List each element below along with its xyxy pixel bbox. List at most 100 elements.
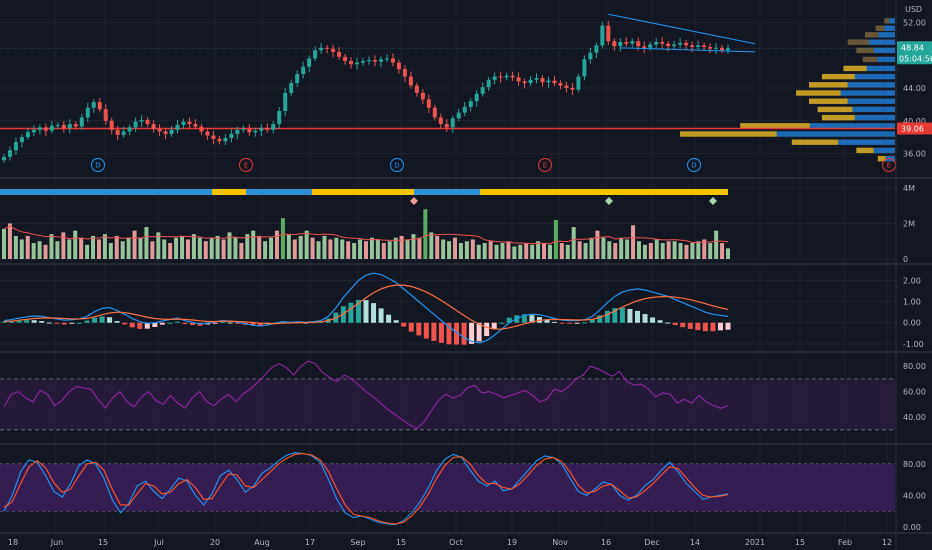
candle-body-64[interactable] <box>384 58 389 60</box>
volume-bar-80[interactable] <box>476 244 481 259</box>
macd-histogram-bar-15[interactable] <box>114 321 120 323</box>
volume-bar-7[interactable] <box>43 244 48 259</box>
volume-bar-111[interactable] <box>660 243 665 259</box>
volume-bar-102[interactable] <box>607 241 612 259</box>
volume-bar-54[interactable] <box>322 235 327 259</box>
volume-bar-38[interactable] <box>227 232 232 259</box>
candle-body-47[interactable] <box>283 92 288 111</box>
macd-histogram-bar-11[interactable] <box>84 320 90 323</box>
macd-histogram-bar-51[interactable] <box>386 314 392 323</box>
candle-body-14[interactable] <box>85 107 90 118</box>
volume-bar-47[interactable] <box>280 218 285 259</box>
volume-bar-18[interactable] <box>108 243 113 259</box>
trendline-upper[interactable] <box>608 13 756 45</box>
volume-bar-32[interactable] <box>191 234 196 259</box>
volume-bar-75[interactable] <box>447 241 452 259</box>
macd-histogram-bar-57[interactable] <box>431 322 437 341</box>
macd-histogram-bar-67[interactable] <box>506 317 512 323</box>
volume-bar-76[interactable] <box>453 237 458 259</box>
volume-bar-29[interactable] <box>174 237 179 259</box>
volume-bar-42[interactable] <box>251 230 256 259</box>
candle-body-26[interactable] <box>157 129 162 132</box>
volume-bar-5[interactable] <box>31 243 36 259</box>
volume-bar-77[interactable] <box>458 243 463 259</box>
candle-body-58[interactable] <box>349 60 354 65</box>
candle-body-37[interactable] <box>223 138 228 142</box>
volume-bar-53[interactable] <box>316 241 321 259</box>
volume-bar-100[interactable] <box>595 230 600 259</box>
macd-histogram-bar-91[interactable] <box>687 322 693 329</box>
volume-signal-diamond-0[interactable] <box>410 197 418 205</box>
candle-body-16[interactable] <box>97 101 102 110</box>
candle-body-94[interactable] <box>564 85 569 88</box>
candle-body-35[interactable] <box>211 135 216 139</box>
macd-histogram-bar-48[interactable] <box>363 300 369 323</box>
candle-body-52[interactable] <box>313 50 318 59</box>
macd-histogram-bar-60[interactable] <box>454 322 459 345</box>
macd-histogram-bar-58[interactable] <box>438 322 444 343</box>
volume-bar-57[interactable] <box>340 239 345 259</box>
macd-histogram-bar-10[interactable] <box>76 322 82 324</box>
candle-body-73[interactable] <box>438 117 443 125</box>
macd-histogram-bar-89[interactable] <box>672 322 678 326</box>
candle-body-114[interactable] <box>684 42 689 46</box>
volume-bar-109[interactable] <box>648 243 653 259</box>
candle-body-89[interactable] <box>534 78 539 80</box>
macd-histogram-bar-55[interactable] <box>416 322 422 336</box>
candle-body-1[interactable] <box>7 150 12 157</box>
candle-body-45[interactable] <box>271 124 276 130</box>
candle-body-119[interactable] <box>714 47 719 49</box>
volume-bar-98[interactable] <box>583 243 588 259</box>
macd-histogram-bar-16[interactable] <box>122 322 128 325</box>
volume-bar-51[interactable] <box>304 230 309 259</box>
macd-histogram-bar-83[interactable] <box>627 309 633 323</box>
candle-body-6[interactable] <box>37 127 42 130</box>
dividend-marker-0[interactable] <box>91 158 105 172</box>
candle-body-5[interactable] <box>31 129 36 133</box>
candle-body-17[interactable] <box>103 109 108 121</box>
candle-body-79[interactable] <box>474 93 479 102</box>
volume-bar-12[interactable] <box>73 230 78 259</box>
volume-bar-33[interactable] <box>197 237 202 259</box>
candle-body-50[interactable] <box>301 66 306 75</box>
candle-body-88[interactable] <box>528 79 533 84</box>
price-scale[interactable]: 52.00 44.00 40.00 36.00 4M 2M 0 2.00 1.00 0.00 -1.… <box>897 18 932 532</box>
candle-body-91[interactable] <box>546 80 551 83</box>
volume-bar-88[interactable] <box>524 243 529 259</box>
candle-body-24[interactable] <box>145 119 150 125</box>
candle-body-81[interactable] <box>486 79 491 88</box>
volume-bar-93[interactable] <box>553 219 558 259</box>
candle-body-3[interactable] <box>19 137 24 143</box>
volume-bar-2[interactable] <box>13 235 18 259</box>
volume-bar-27[interactable] <box>162 239 167 259</box>
candle-body-23[interactable] <box>139 119 144 122</box>
volume-bar-81[interactable] <box>482 243 487 259</box>
macd-histogram-bar-61[interactable] <box>461 322 467 345</box>
volume-bar-31[interactable] <box>185 239 190 259</box>
candle-body-78[interactable] <box>468 101 473 107</box>
candle-body-83[interactable] <box>498 76 503 78</box>
volume-bar-45[interactable] <box>269 237 274 259</box>
volume-bar-43[interactable] <box>257 235 262 259</box>
volume-bar-116[interactable] <box>690 243 695 259</box>
candle-body-28[interactable] <box>169 129 174 134</box>
macd-histogram-bar-0[interactable] <box>1 321 7 323</box>
candle-body-120[interactable] <box>720 47 725 51</box>
macd-histogram-bar-92[interactable] <box>695 322 701 331</box>
candle-body-121[interactable] <box>726 48 730 51</box>
volume-bar-87[interactable] <box>518 244 523 259</box>
macd-histogram-bar-77[interactable] <box>582 322 588 324</box>
volume-bar-19[interactable] <box>114 235 119 259</box>
candle-body-36[interactable] <box>217 138 222 142</box>
macd-histogram-bar-72[interactable] <box>544 319 550 323</box>
macd-histogram-bar-28[interactable] <box>212 322 218 324</box>
macd-histogram-bar-65[interactable] <box>491 322 497 330</box>
volume-bar-61[interactable] <box>364 241 368 259</box>
candle-body-43[interactable] <box>259 128 264 131</box>
macd-histogram-bar-96[interactable] <box>725 322 731 330</box>
macd-histogram-bar-73[interactable] <box>552 321 558 323</box>
volume-bar-105[interactable] <box>625 239 630 259</box>
volume-bar-8[interactable] <box>49 234 54 259</box>
candle-body-87[interactable] <box>522 81 527 84</box>
